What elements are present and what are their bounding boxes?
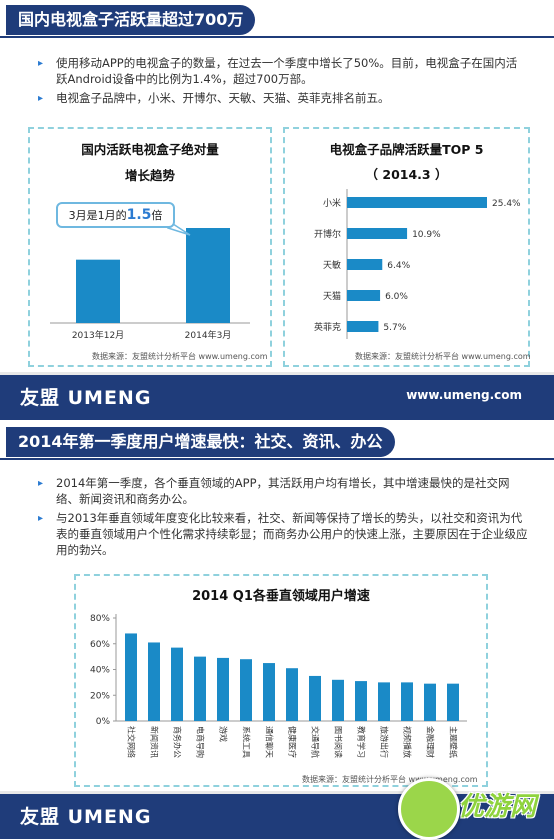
- slide1-title: 国内电视盒子活跃量超过700万: [6, 5, 256, 35]
- right-bar-chart: 小米 25.4% 开博尔 10.9% 天敏 6.4% 天猫 6.0% 英菲克 5.7%: [314, 189, 521, 339]
- bullet-arrow-icon: ▸: [38, 93, 44, 104]
- bar-2: [171, 647, 183, 721]
- growth-callout-value: 1.5: [126, 207, 152, 223]
- x-tick-label-10: 教育学习: [357, 726, 367, 758]
- hbar-0: [347, 197, 487, 208]
- x-tick-label-6: 通信聊天: [265, 726, 275, 758]
- x-tick-label-13: 金融理财: [426, 726, 436, 758]
- slide1-bullets: ▸ 使用移动APP的电视盒子的数量，在过去一个季度中增长了50%。目前，电视盒子在…: [38, 55, 528, 109]
- x-tick-label-3: 电商导购: [196, 726, 206, 758]
- bar-6: [263, 663, 275, 721]
- slide2-footer: 友盟 UMENG: [0, 791, 554, 839]
- umeng-logo: 友盟 UMENG: [20, 806, 152, 828]
- vertical-growth-title: 2014 Q1各垂直领域用户增速: [192, 589, 370, 604]
- slide2-title: 2014年第一季度用户增速最快：社交、资讯、办公: [6, 427, 395, 457]
- category-label-2: 天敏: [323, 259, 341, 271]
- bar-0: [76, 259, 120, 323]
- slide2-bullets: ▸ 2014年第一季度，各个垂直领域的APP，其活跃用户均有增长，其中增速最快的是…: [38, 475, 528, 561]
- x-tick-label-9: 图书阅读: [334, 726, 344, 758]
- right-chart-panel: 电视盒子品牌活跃量TOP 5 （ 2014.3 ） 小米 25.4% 开博尔 10.9…: [283, 127, 531, 367]
- value-label-2: 6.4%: [387, 261, 410, 271]
- slide2-title-bar: 2014年第一季度用户增速最快：社交、资讯、办公: [0, 424, 554, 460]
- left-chart-source: 数据来源：友盟统计分析平台 www.umeng.com: [92, 352, 268, 361]
- bar-4: [217, 657, 229, 721]
- bar-7: [286, 668, 298, 721]
- watermark-logo-icon: [398, 778, 460, 840]
- x-tick-label-1: 新闻资讯: [150, 726, 160, 758]
- category-label-3: 天猫: [323, 290, 341, 302]
- value-label-3: 6.0%: [385, 292, 408, 302]
- slide1-bullet-2: ▸ 电视盒子品牌中，小米、开博尔、天敏、天猫、英菲克排名前五。: [38, 91, 390, 105]
- vertical-growth-source: 数据来源：友盟统计分析平台 www.umeng.com: [302, 775, 478, 784]
- bar-3: [194, 656, 206, 721]
- hbar-2: [347, 259, 383, 270]
- x-tick-label-7: 健康医疗: [288, 726, 298, 758]
- bar-1: [186, 228, 230, 323]
- bar-10: [355, 681, 367, 721]
- left-chart-title-line2: 增长趋势: [124, 168, 175, 183]
- bar-8: [309, 675, 321, 721]
- slide1-bullet-1: ▸ 使用移动APP的电视盒子的数量，在过去一个季度中增长了50%。目前，电视盒子在…: [38, 56, 518, 86]
- slide1-footer: 友盟 UMENG www.umeng.com: [0, 372, 554, 420]
- category-label-0: 小米: [323, 197, 341, 209]
- value-label-0: 25.4%: [492, 199, 521, 209]
- bar-5: [240, 659, 252, 721]
- hbar-1: [347, 228, 408, 239]
- hbar-3: [347, 290, 381, 301]
- x-tick-label-8: 交通导航: [311, 726, 321, 758]
- bullet-arrow-icon: ▸: [38, 58, 44, 69]
- vertical-growth-panel: 2014 Q1各垂直领域用户增速 0% 20% 40% 60% 80% 社交网络 新闻资讯 商…: [74, 574, 488, 787]
- slide1-title-bar: 国内电视盒子活跃量超过700万: [0, 2, 554, 38]
- x-tick-label-1: 2014年3月: [185, 329, 232, 341]
- slide2-bullet-2: ▸ 与2013年垂直领域年度变化比较来看，社交、新闻等保持了增长的势头，以社交和资…: [38, 511, 528, 557]
- slide1-title-rule: [0, 36, 554, 38]
- y-tick-label-3: 60%: [90, 640, 110, 650]
- left-chart-title-line1: 国内活跃电视盒子绝对量: [81, 142, 219, 157]
- x-tick-label-4: 游戏: [219, 726, 229, 742]
- slide2-bullet-1: ▸ 2014年第一季度，各个垂直领域的APP，其活跃用户均有增长，其中增速最快的是…: [38, 476, 510, 506]
- right-chart-title-line2: （ 2014.3 ）: [365, 167, 448, 182]
- x-tick-label-5: 系统工具: [242, 726, 252, 758]
- vertical-growth-chart: 0% 20% 40% 60% 80% 社交网络 新闻资讯 商务办公 电商导购 游戏 系统工具 通信聊天…: [90, 614, 467, 758]
- right-chart-title-line1: 电视盒子品牌活跃量TOP 5: [329, 142, 484, 157]
- value-label-1: 10.9%: [412, 230, 441, 240]
- x-tick-label-14: 主题壁纸: [449, 726, 459, 758]
- value-label-4: 5.7%: [383, 323, 406, 333]
- bullet-arrow-icon: ▸: [38, 478, 44, 489]
- x-tick-label-11: 旅游出行: [380, 726, 390, 758]
- bar-1: [148, 642, 160, 721]
- footer-url[interactable]: www.umeng.com: [406, 388, 522, 402]
- hbar-4: [347, 321, 379, 332]
- y-tick-label-4: 80%: [90, 614, 110, 624]
- bar-14: [447, 683, 459, 721]
- x-tick-label-2: 商务办公: [173, 726, 183, 758]
- x-tick-label-0: 社交网络: [127, 726, 137, 758]
- left-chart-panel: 国内活跃电视盒子绝对量 增长趋势 2013年12月 2014年3月 3月是1月的1…: [28, 127, 272, 367]
- category-label-1: 开博尔: [314, 228, 341, 240]
- bar-9: [332, 679, 344, 721]
- bar-13: [424, 683, 436, 721]
- growth-callout: 3月是1月的1.5倍: [56, 202, 175, 228]
- watermark-text: 优游网: [458, 792, 537, 822]
- x-tick-label-12: 视频播放: [403, 726, 413, 758]
- bar-0: [125, 633, 137, 721]
- bar-11: [378, 682, 390, 721]
- category-label-4: 英菲克: [314, 321, 341, 333]
- left-bar-chart: 2013年12月 2014年3月: [50, 220, 250, 341]
- y-tick-label-1: 20%: [90, 691, 110, 701]
- slide2-title-rule: [0, 458, 554, 460]
- bar-12: [401, 682, 413, 721]
- y-tick-label-2: 40%: [90, 666, 110, 676]
- x-tick-label-0: 2013年12月: [72, 329, 124, 341]
- bullet-arrow-icon: ▸: [38, 513, 44, 524]
- right-chart-source: 数据来源：友盟统计分析平台 www.umeng.com: [355, 352, 531, 361]
- umeng-logo: 友盟 UMENG: [20, 387, 152, 409]
- y-tick-label-0: 0%: [96, 717, 111, 727]
